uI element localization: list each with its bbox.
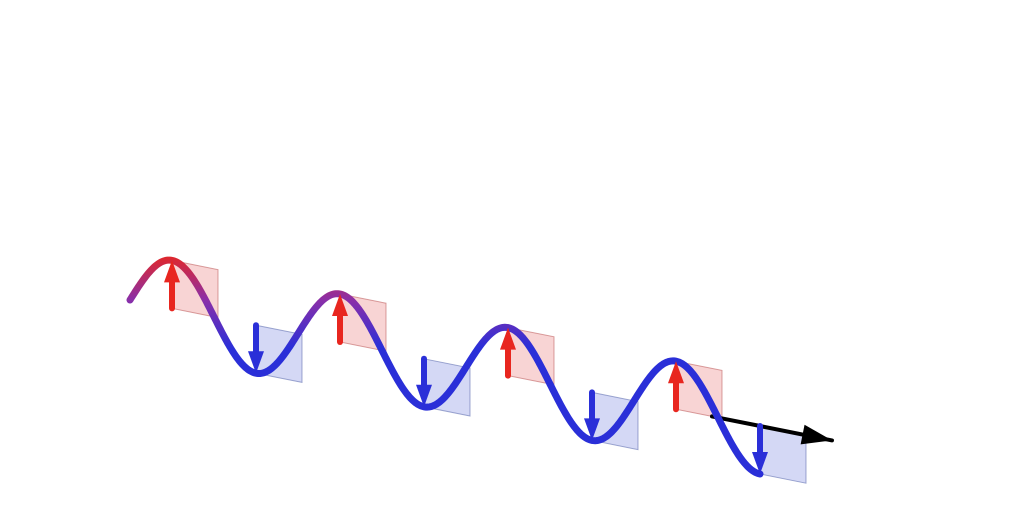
em-wave-diagram [0,0,1024,512]
